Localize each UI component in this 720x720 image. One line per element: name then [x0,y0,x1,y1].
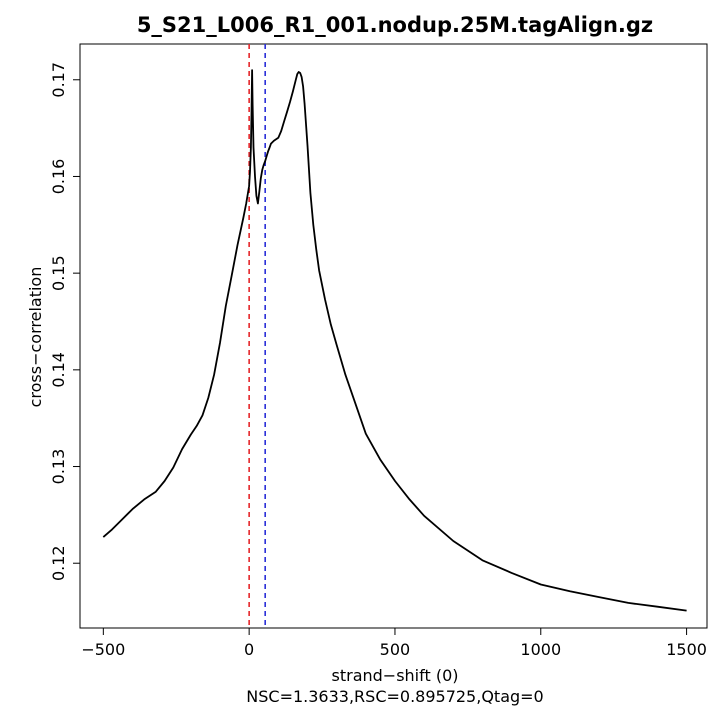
x-axis: −500 0 500 1000 1500 [81,628,707,659]
x-tick-label: 500 [380,640,411,659]
series-line-0 [102,69,687,612]
reference-lines [248,44,266,628]
y-tick-label: 0.15 [49,255,68,291]
y-tick-label: 0.16 [49,159,68,195]
x-tick-label: −500 [81,640,125,659]
chart-title: 5_S21_L006_R1_001.nodup.25M.tagAlign.gz [137,13,653,37]
x-axis-label: strand−shift (0) [332,666,459,685]
plot-frame [79,43,708,629]
chart-subtitle: NSC=1.3633,RSC=0.895725,Qtag=0 [246,687,543,706]
y-tick-label: 0.12 [49,545,68,581]
y-axis: 0.12 0.13 0.14 0.15 0.16 0.17 [49,62,80,581]
x-tick-label: 1000 [520,640,561,659]
x-tick-label: 0 [244,640,254,659]
y-axis-label: cross−correlation [26,267,45,408]
y-tick-label: 0.13 [49,449,68,485]
series-group [102,69,687,612]
y-tick-label: 0.17 [49,62,68,98]
y-tick-label: 0.14 [49,352,68,388]
x-tick-label: 1500 [666,640,707,659]
